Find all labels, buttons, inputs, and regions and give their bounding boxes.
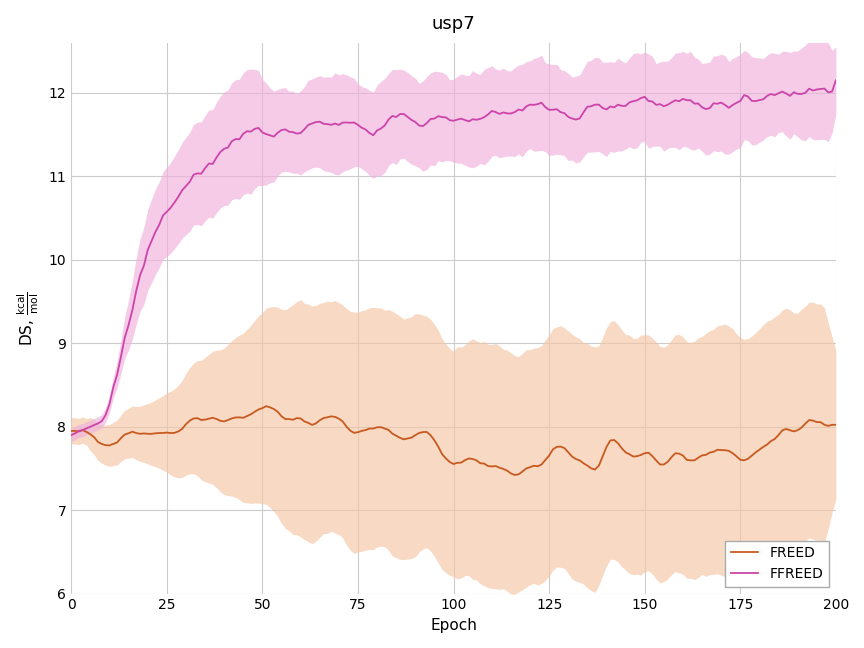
Line: FREED: FREED <box>71 406 835 475</box>
FFREED <box>830 76 841 84</box>
FREED <box>261 402 271 410</box>
FREED <box>66 427 76 435</box>
FFREED <box>479 113 489 121</box>
FFREED <box>135 272 145 279</box>
X-axis label: Epoch: Epoch <box>430 618 477 633</box>
FREED <box>773 431 784 439</box>
FREED <box>830 421 841 429</box>
FREED <box>483 462 493 470</box>
FREED <box>510 471 520 479</box>
FFREED <box>66 431 76 439</box>
Title: usp7: usp7 <box>432 15 475 33</box>
FREED <box>349 429 359 437</box>
FREED <box>70 427 80 435</box>
Legend: FREED, FFREED: FREED, FFREED <box>725 540 829 586</box>
FREED <box>135 430 145 437</box>
Y-axis label: DS, $\mathregular{\frac{kcal}{mol}}$: DS, $\mathregular{\frac{kcal}{mol}}$ <box>15 291 41 345</box>
FREED <box>391 432 402 439</box>
FFREED <box>387 112 397 120</box>
Line: FFREED: FFREED <box>71 80 835 435</box>
FFREED <box>345 119 355 126</box>
FFREED <box>766 90 776 98</box>
FFREED <box>70 430 80 437</box>
